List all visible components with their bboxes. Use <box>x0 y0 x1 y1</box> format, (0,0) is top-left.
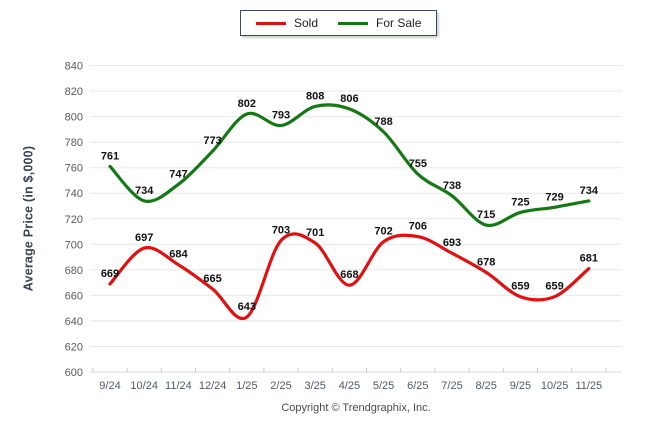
for-sale-data-label: 738 <box>443 180 461 192</box>
for-sale-data-label: 747 <box>169 168 187 180</box>
y-tick-label: 780 <box>65 137 83 149</box>
sold-data-label: 678 <box>477 256 495 268</box>
legend-label-for-sale: For Sale <box>376 16 422 30</box>
for-sale-data-label: 725 <box>511 196 529 208</box>
copyright-text: Copyright © Trendgraphix, Inc. <box>281 402 431 414</box>
x-tick-label: 5/25 <box>373 380 394 392</box>
for-sale-line <box>108 103 591 228</box>
for-sale-data-label: 729 <box>545 191 563 203</box>
sold-data-label: 669 <box>101 268 119 280</box>
y-tick-label: 660 <box>65 290 83 302</box>
sold-data-label: 643 <box>238 301 256 313</box>
for-sale-data-label: 793 <box>272 110 290 122</box>
x-tick-label: 3/25 <box>304 380 325 392</box>
for-sale-data-label: 806 <box>340 93 358 105</box>
for-sale-data-label: 715 <box>477 209 495 221</box>
sold-data-label: 701 <box>306 227 324 239</box>
y-tick-label: 720 <box>65 214 83 226</box>
sold-data-label: 659 <box>545 281 563 293</box>
x-tick-label: 7/25 <box>441 380 462 392</box>
sold-data-label: 681 <box>580 253 598 265</box>
for-sale-data-label: 773 <box>203 135 221 147</box>
y-tick-label: 700 <box>65 239 83 251</box>
y-tick-label: 760 <box>65 163 83 175</box>
y-tick-label: 740 <box>65 188 83 200</box>
legend: Sold For Sale <box>240 10 438 36</box>
x-tick-label: 6/25 <box>407 380 428 392</box>
sold-data-label: 693 <box>443 237 461 249</box>
sold-data-label: 697 <box>135 232 153 244</box>
for-sale-data-label: 755 <box>409 158 427 170</box>
legend-item-sold: Sold <box>256 16 318 30</box>
for-sale-data-label: 788 <box>374 116 392 128</box>
x-tick-label: 1/25 <box>236 380 257 392</box>
y-tick-label: 600 <box>65 367 83 379</box>
sold-data-label: 706 <box>409 221 427 233</box>
sold-data-label: 684 <box>169 249 188 261</box>
sold-data-label: 702 <box>374 226 392 238</box>
y-tick-label: 620 <box>65 342 83 354</box>
sold-data-label: 668 <box>340 269 358 281</box>
for-sale-data-label: 734 <box>580 185 599 197</box>
sold-line <box>108 232 591 321</box>
for-sale-line-swatch <box>338 21 369 25</box>
x-tick-label: 8/25 <box>475 380 496 392</box>
y-tick-label: 640 <box>65 316 83 328</box>
x-tick-label: 11/24 <box>165 380 192 392</box>
x-tick-label: 10/25 <box>541 380 569 392</box>
x-tick-label: 11/25 <box>575 380 602 392</box>
sold-line-swatch <box>256 21 286 25</box>
legend-item-for-sale: For Sale <box>338 16 421 30</box>
x-tick-label: 9/24 <box>99 380 120 392</box>
y-tick-label: 680 <box>65 265 83 277</box>
y-tick-label: 800 <box>65 112 83 124</box>
x-tick-label: 2/25 <box>270 380 291 392</box>
x-tick-label: 10/24 <box>130 380 158 392</box>
sold-data-label: 703 <box>272 225 290 237</box>
sold-data-label: 665 <box>203 273 221 285</box>
for-sale-data-label: 761 <box>101 150 119 162</box>
for-sale-data-label: 808 <box>306 90 324 102</box>
x-tick-label: 12/24 <box>199 380 227 392</box>
x-tick-label: 9/25 <box>510 380 531 392</box>
x-tick-label: 4/25 <box>339 380 360 392</box>
sold-data-label: 659 <box>511 281 529 293</box>
y-tick-label: 840 <box>65 61 83 73</box>
y-tick-label: 820 <box>65 86 83 98</box>
for-sale-data-label: 734 <box>135 185 154 197</box>
legend-label-sold: Sold <box>294 16 319 30</box>
for-sale-data-label: 802 <box>238 98 256 110</box>
